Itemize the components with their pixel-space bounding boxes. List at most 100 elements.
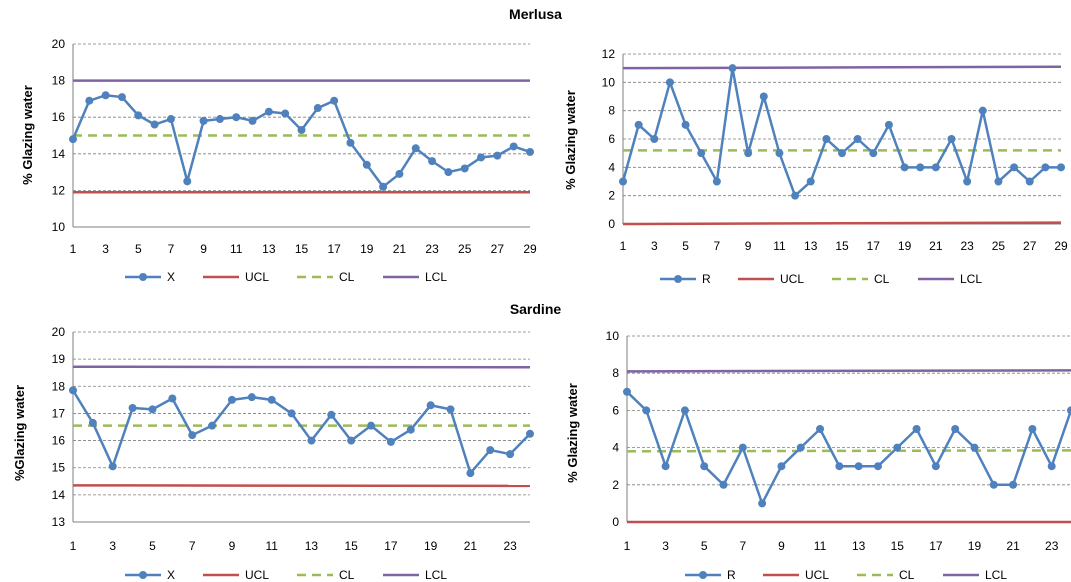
data-point	[777, 462, 786, 471]
data-point	[775, 149, 784, 158]
series-line-r	[621, 67, 1061, 198]
y-tick-label: 12	[52, 183, 66, 197]
data-point	[379, 182, 388, 191]
y-tick-label: 4	[612, 441, 619, 455]
data-point	[680, 406, 689, 415]
data-point	[1047, 462, 1056, 471]
data-point	[428, 157, 437, 166]
x-tick-label: 15	[295, 242, 309, 256]
x-tick-label: 19	[360, 242, 374, 256]
legend-marker	[674, 275, 682, 283]
x-tick-label: 5	[149, 539, 156, 553]
data-point	[477, 153, 486, 162]
data-point	[307, 436, 316, 445]
data-point	[931, 462, 940, 471]
legend-label: LCL	[425, 568, 447, 582]
x-tick-label: 5	[135, 242, 142, 256]
legend-label: LCL	[985, 568, 1007, 582]
legend-item-r: R	[660, 272, 711, 286]
data-point	[281, 109, 290, 118]
data-point	[297, 126, 306, 135]
y-tick-label: 0	[608, 217, 615, 231]
x-tick-label: 21	[393, 242, 407, 256]
x-tick-label: 25	[458, 242, 472, 256]
data-point	[215, 115, 224, 124]
legend-item-cl: CL	[297, 270, 355, 284]
y-axis-label: % Glazing water	[565, 383, 580, 483]
data-point	[744, 149, 753, 158]
x-tick-label: 29	[1054, 239, 1068, 253]
data-point	[681, 120, 690, 129]
x-tick-label: 25	[992, 239, 1006, 253]
data-point	[287, 409, 296, 418]
data-point	[697, 149, 706, 158]
data-point	[1067, 406, 1071, 415]
y-tick-label: 2	[608, 189, 615, 203]
legend-marker	[139, 273, 147, 281]
data-point	[128, 404, 137, 412]
x-tick-label: 29	[523, 242, 537, 256]
data-point	[916, 163, 925, 172]
x-tick-label: 13	[262, 242, 276, 256]
data-point	[168, 394, 177, 403]
data-point	[978, 106, 987, 115]
x-tick-label: 11	[230, 242, 243, 256]
series-line-lcl	[622, 65, 1062, 70]
y-tick-label: 20	[52, 37, 66, 51]
data-point	[947, 135, 956, 143]
data-point	[1041, 163, 1050, 172]
data-point	[951, 425, 960, 433]
data-point	[406, 425, 415, 434]
data-point	[854, 462, 863, 471]
y-tick-label: 6	[608, 132, 615, 146]
legend-label: R	[727, 568, 736, 582]
data-point	[619, 177, 627, 186]
x-tick-label: 7	[189, 539, 196, 553]
data-point	[1009, 480, 1018, 489]
legend-label: LCL	[425, 270, 447, 284]
data-point	[759, 92, 768, 101]
legend-label: X	[167, 270, 175, 284]
data-point	[446, 405, 455, 414]
data-point	[444, 168, 453, 177]
y-tick-label: 4	[608, 160, 615, 174]
data-point	[853, 135, 862, 143]
legend-item-lcl: LCL	[943, 568, 1007, 582]
data-point	[838, 149, 846, 158]
legend-label: UCL	[805, 568, 829, 582]
x-tick-label: 19	[424, 539, 438, 553]
legend-label: UCL	[780, 272, 804, 286]
data-point	[69, 135, 77, 144]
y-tick-label: 12	[602, 47, 616, 61]
data-point	[822, 135, 831, 143]
x-tick-label: 1	[624, 539, 631, 553]
data-point	[330, 96, 339, 105]
x-tick-label: 17	[327, 242, 341, 256]
data-point	[88, 418, 97, 427]
legend-item-cl: CL	[857, 568, 915, 582]
x-tick-label: 1	[70, 242, 77, 256]
chart-merlusa-x: 10 12 14 16 18 20 1 3 5 7 9 11 13 15 17 19 21 23 25 27 29% G…	[0, 28, 545, 300]
data-point	[791, 191, 800, 200]
x-tick-label: 27	[491, 242, 505, 256]
data-point	[796, 443, 805, 452]
y-tick-label: 15	[52, 461, 66, 475]
x-tick-label: 5	[682, 239, 689, 253]
data-point	[526, 147, 534, 156]
x-tick-label: 23	[425, 242, 439, 256]
x-tick-label: 5	[701, 539, 708, 553]
data-point	[665, 78, 674, 87]
y-tick-label: 0	[612, 515, 619, 529]
y-tick-label: 10	[52, 220, 66, 234]
x-tick-label: 3	[651, 239, 658, 253]
chart-merlusa-r: 0 2 4 6 8 10 12 1 3 5 7 9 11 13 15 17 19 21 23 25 27 29% Glaz…	[545, 28, 1071, 300]
legend-label: R	[702, 272, 711, 286]
y-tick-label: 14	[52, 147, 66, 161]
x-tick-label: 7	[168, 242, 175, 256]
y-tick-label: 13	[52, 515, 66, 529]
y-tick-label: 10	[602, 75, 616, 89]
x-tick-label: 11	[773, 239, 786, 253]
y-axis-label: %Glazing water	[12, 385, 27, 481]
